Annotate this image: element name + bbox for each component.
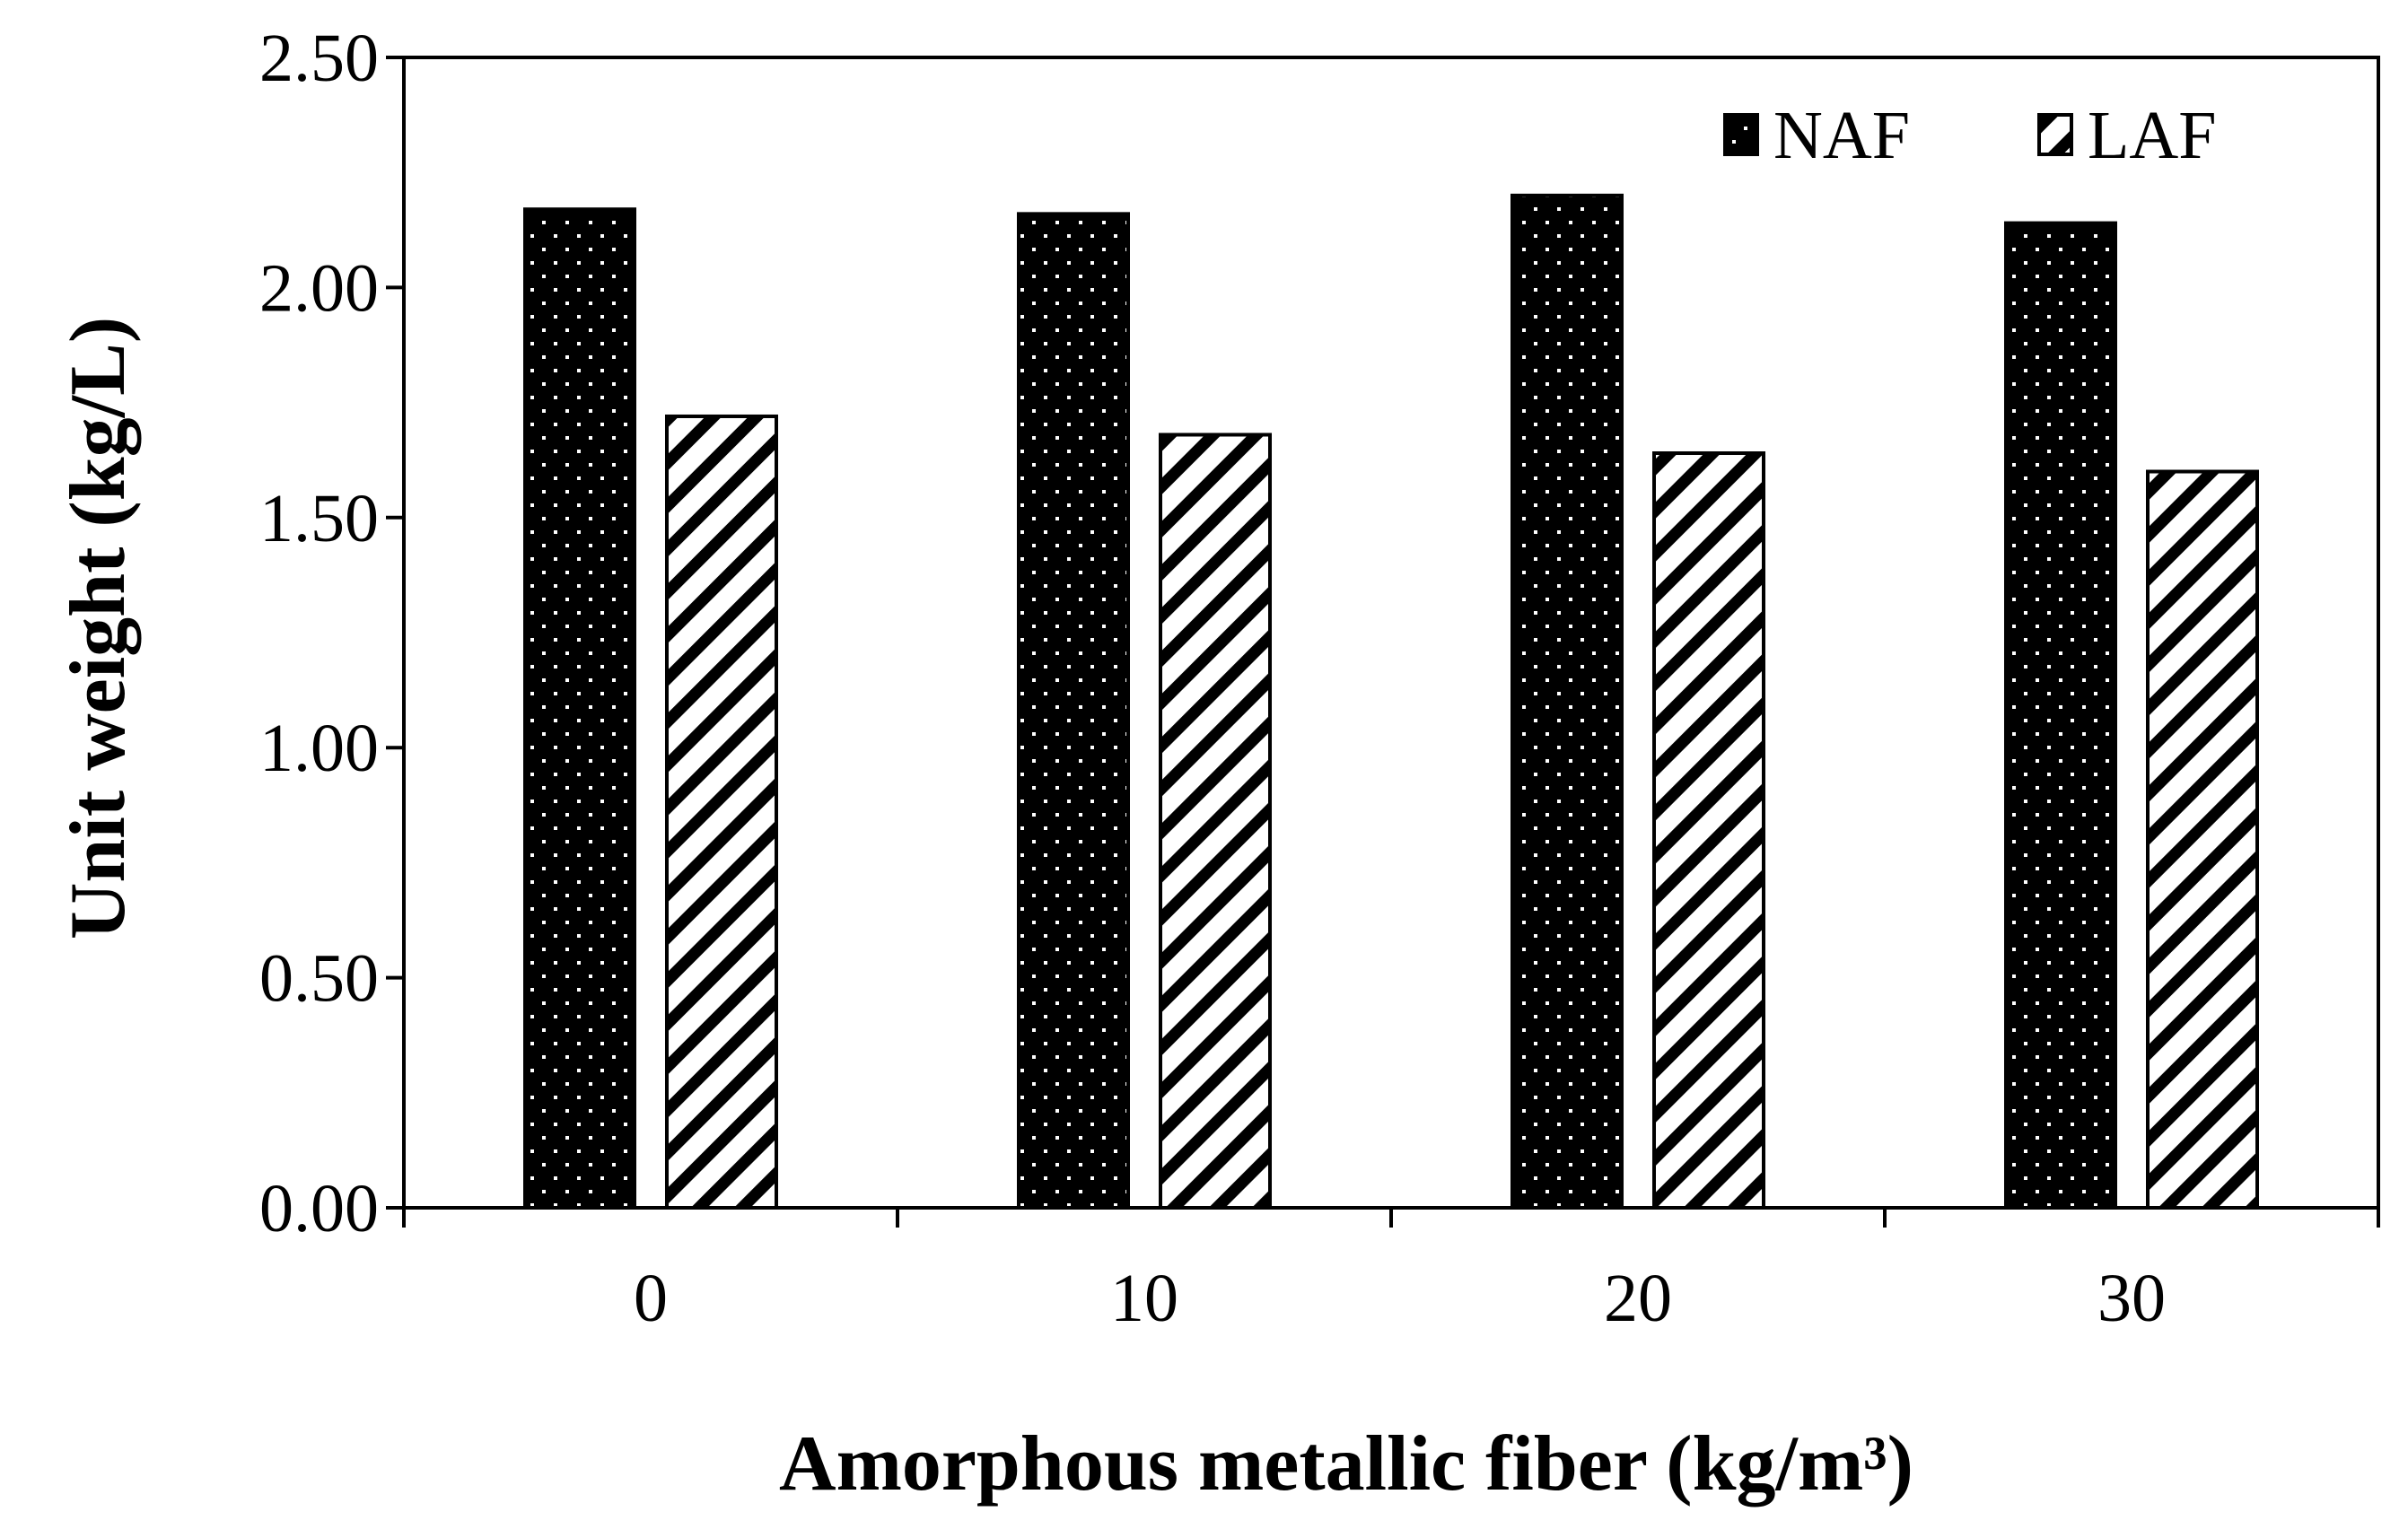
- x-tick-label: 10: [1110, 1261, 1178, 1336]
- x-axis-title: Amorphous metallic fiber (kg/m³): [779, 1420, 1913, 1507]
- bar-naf-20[interactable]: [1510, 193, 1624, 1210]
- x-tick-label: 20: [1604, 1261, 1672, 1336]
- legend-swatch-naf: [1723, 113, 1759, 156]
- legend-item-laf[interactable]: LAF: [2037, 98, 2217, 173]
- y-tick-label: 0.00: [259, 1171, 379, 1246]
- legend-label-naf: NAF: [1773, 98, 1910, 173]
- x-tick-label: 0: [634, 1261, 668, 1336]
- y-tick-label: 1.50: [259, 481, 379, 556]
- legend: NAF LAF: [1723, 98, 2217, 173]
- legend-swatch-laf: [2037, 113, 2073, 156]
- bar-naf-10[interactable]: [1017, 212, 1130, 1210]
- y-tick-label: 0.50: [259, 941, 379, 1017]
- bar-naf-0[interactable]: [523, 207, 636, 1210]
- bar-laf-10[interactable]: [1159, 433, 1272, 1210]
- bar-laf-30[interactable]: [2146, 469, 2259, 1210]
- x-tick-label: 30: [2097, 1261, 2166, 1336]
- bar-laf-0[interactable]: [665, 414, 778, 1210]
- y-tick-label: 1.00: [259, 711, 379, 786]
- legend-label-laf: LAF: [2088, 98, 2217, 173]
- bar-naf-30[interactable]: [2004, 221, 2117, 1210]
- y-axis-title: Unit weight (kg/L): [55, 317, 142, 939]
- plot-area: 0.00 0.50 1.00 1.50 2.00 2.50 0 10 20 30: [259, 21, 2380, 1336]
- y-tick-label: 2.00: [259, 250, 379, 326]
- legend-item-naf[interactable]: NAF: [1723, 98, 1910, 173]
- bar-laf-20[interactable]: [1652, 451, 1765, 1210]
- y-tick-label: 2.50: [259, 21, 379, 96]
